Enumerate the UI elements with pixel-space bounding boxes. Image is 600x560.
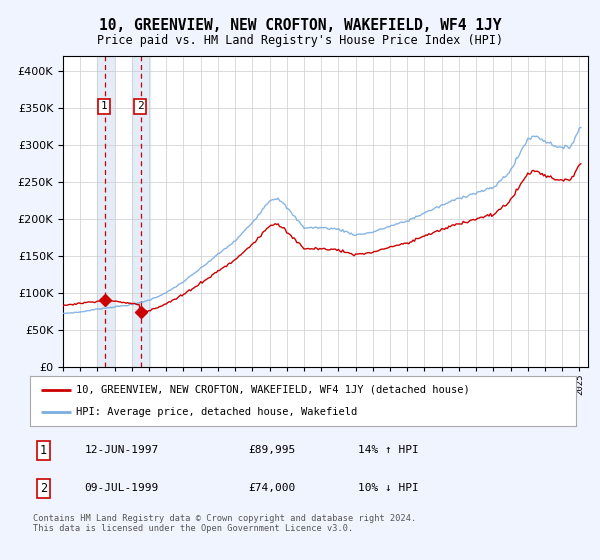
Text: 2: 2	[137, 101, 143, 111]
Text: 2: 2	[40, 482, 47, 495]
Text: £74,000: £74,000	[248, 483, 296, 493]
Text: 10, GREENVIEW, NEW CROFTON, WAKEFIELD, WF4 1JY: 10, GREENVIEW, NEW CROFTON, WAKEFIELD, W…	[99, 18, 501, 33]
Text: 12-JUN-1997: 12-JUN-1997	[85, 445, 159, 455]
Text: £89,995: £89,995	[248, 445, 296, 455]
Text: 14% ↑ HPI: 14% ↑ HPI	[358, 445, 418, 455]
Text: Price paid vs. HM Land Registry's House Price Index (HPI): Price paid vs. HM Land Registry's House …	[97, 34, 503, 46]
Text: 1: 1	[101, 101, 107, 111]
Text: 1: 1	[40, 444, 47, 457]
Text: Contains HM Land Registry data © Crown copyright and database right 2024.
This d: Contains HM Land Registry data © Crown c…	[33, 514, 416, 534]
Text: 09-JUL-1999: 09-JUL-1999	[85, 483, 159, 493]
Text: HPI: Average price, detached house, Wakefield: HPI: Average price, detached house, Wake…	[76, 407, 358, 417]
Bar	[97, 56, 114, 367]
Text: 10% ↓ HPI: 10% ↓ HPI	[358, 483, 418, 493]
Text: 10, GREENVIEW, NEW CROFTON, WAKEFIELD, WF4 1JY (detached house): 10, GREENVIEW, NEW CROFTON, WAKEFIELD, W…	[76, 385, 470, 395]
Bar	[133, 56, 149, 367]
